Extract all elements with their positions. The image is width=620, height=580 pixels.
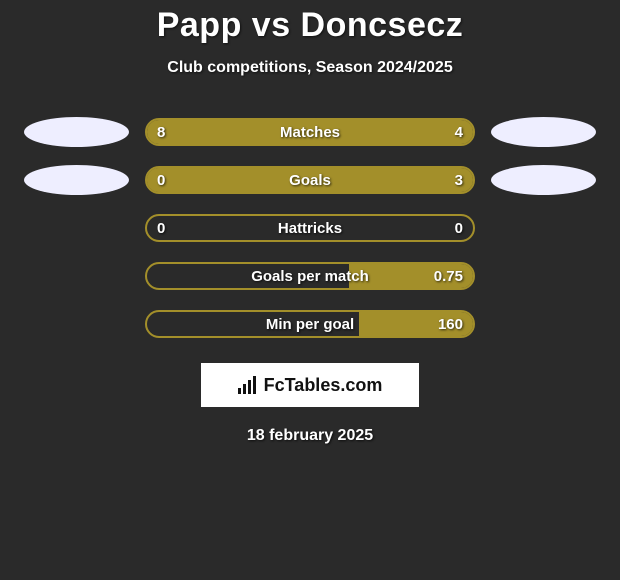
stat-bar-min-per-goal: Min per goal 160	[145, 310, 475, 338]
side-spacer	[24, 309, 129, 339]
bar-right-fill	[349, 264, 473, 288]
stat-bar-goals: 0 Goals 3	[145, 166, 475, 194]
logo-text: FcTables.com	[264, 375, 383, 396]
bar-left-fill	[147, 120, 365, 144]
page-subtitle: Club competitions, Season 2024/2025	[0, 59, 620, 77]
side-spacer	[24, 261, 129, 291]
bar-right-fill	[147, 168, 473, 192]
bar-right-fill	[365, 120, 473, 144]
side-spacer	[24, 213, 129, 243]
date-label: 18 february 2025	[0, 427, 620, 445]
stat-row: Min per goal 160	[0, 309, 620, 339]
bar-chart-icon	[238, 376, 260, 394]
player-left-badge	[24, 117, 129, 147]
player-left-badge	[24, 165, 129, 195]
side-spacer	[491, 261, 596, 291]
player-right-badge	[491, 165, 596, 195]
stat-bar-goals-per-match: Goals per match 0.75	[145, 262, 475, 290]
stat-row: Goals per match 0.75	[0, 261, 620, 291]
bar-right-fill	[359, 312, 473, 336]
stat-row: 0 Hattricks 0	[0, 213, 620, 243]
stat-value-right: 0	[455, 216, 463, 240]
stat-value-left: 0	[157, 216, 165, 240]
stat-bar-matches: 8 Matches 4	[145, 118, 475, 146]
stat-label: Hattricks	[147, 216, 473, 240]
stat-bar-hattricks: 0 Hattricks 0	[145, 214, 475, 242]
stat-row: 0 Goals 3	[0, 165, 620, 195]
stat-rows: 8 Matches 4 0 Goals 3 0	[0, 117, 620, 339]
side-spacer	[491, 213, 596, 243]
comparison-widget: Papp vs Doncsecz Club competitions, Seas…	[0, 0, 620, 445]
player-right-badge	[491, 117, 596, 147]
page-title: Papp vs Doncsecz	[0, 6, 620, 45]
stat-row: 8 Matches 4	[0, 117, 620, 147]
fctables-logo-link[interactable]: FcTables.com	[201, 363, 419, 407]
side-spacer	[491, 309, 596, 339]
